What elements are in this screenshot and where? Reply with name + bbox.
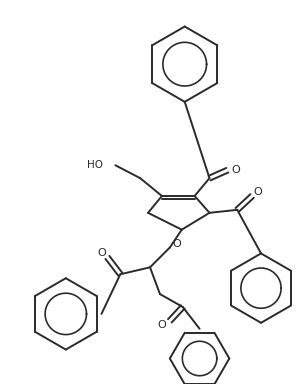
Text: O: O	[157, 320, 166, 330]
Text: O: O	[97, 249, 106, 259]
Text: HO: HO	[87, 160, 103, 170]
Text: O: O	[231, 165, 240, 175]
Text: O: O	[254, 187, 262, 197]
Text: O: O	[173, 239, 181, 249]
